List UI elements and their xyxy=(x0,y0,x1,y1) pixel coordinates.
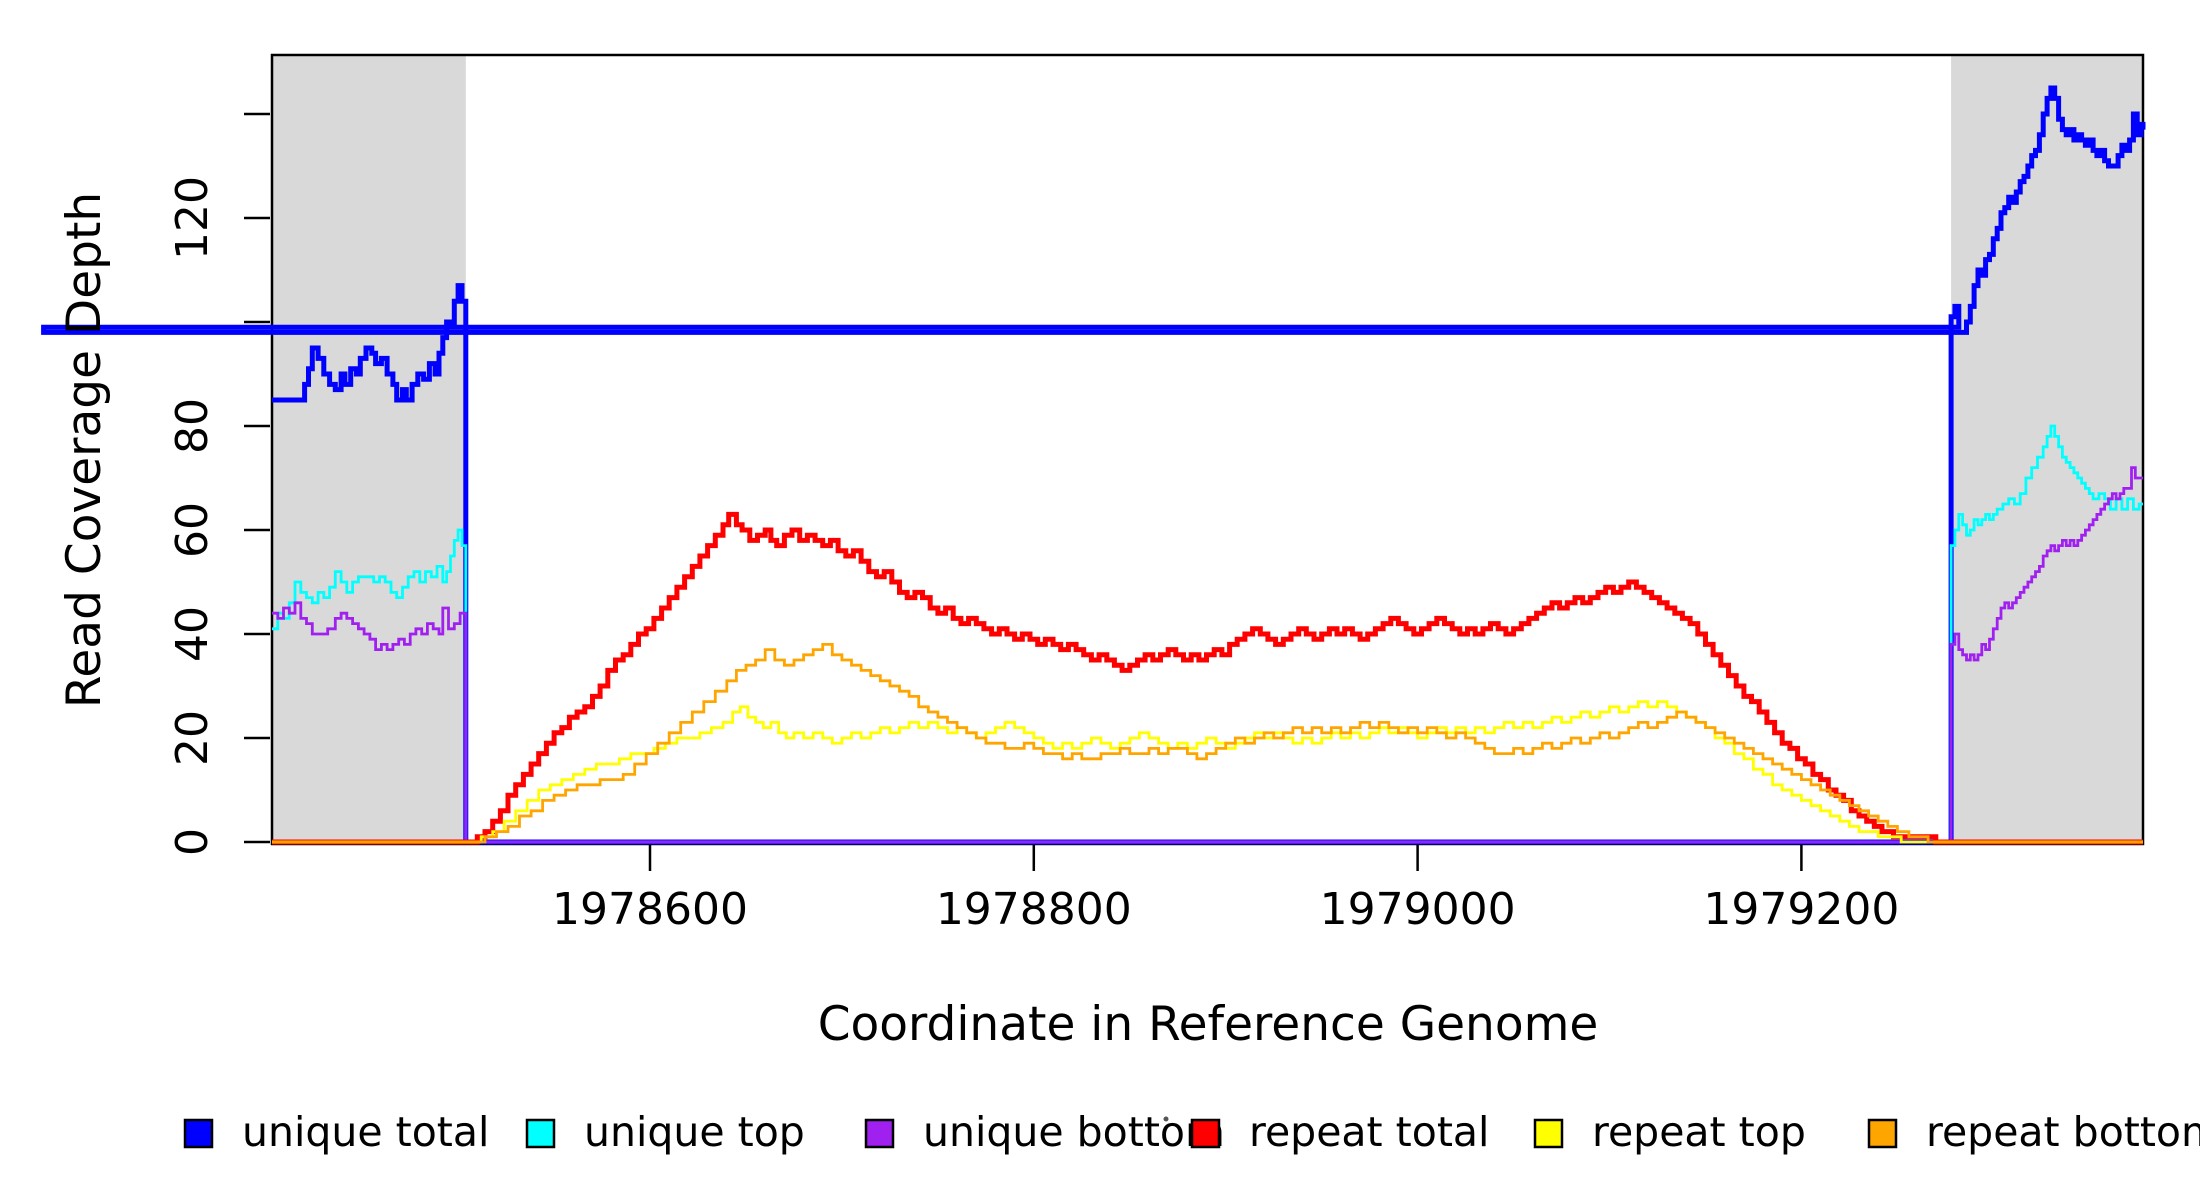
plot-border xyxy=(270,53,2145,846)
y-tick-label-40: 40 xyxy=(167,606,218,662)
y-tick-label-60: 60 xyxy=(167,502,218,558)
legend: unique total unique top unique bottom repea… xyxy=(183,1108,2200,1156)
legend-swatch-repeat-total xyxy=(1190,1118,1221,1149)
axes-ticks: 1978600 1978800 1979000 1979200 0 20 40 60 80 120 xyxy=(167,112,1899,935)
stray-mark xyxy=(1163,1116,1169,1122)
series-repeat-top xyxy=(272,700,2143,844)
y-axis-title: Read Coverage Depth xyxy=(57,192,112,708)
y-tick-label-120: 120 xyxy=(167,176,218,260)
series-repeat-bottom xyxy=(272,643,2143,844)
legend-label-unique-bottom: unique bottom xyxy=(923,1108,1225,1156)
y-tick-label-80: 80 xyxy=(167,398,218,454)
legend-swatch-repeat-top xyxy=(1533,1118,1564,1149)
legend-item-repeat-total: repeat total xyxy=(1190,1108,1489,1156)
legend-item-repeat-bottom: repeat bottom xyxy=(1867,1108,2200,1156)
legend-swatch-unique-bottom xyxy=(864,1118,895,1149)
x-tick-label-1979200: 1979200 xyxy=(1703,884,1899,935)
legend-item-unique-total: unique total xyxy=(183,1108,489,1156)
series-repeat-total xyxy=(272,511,2143,845)
x-tick-label-1979000: 1979000 xyxy=(1320,884,1516,935)
legend-label-repeat-top: repeat top xyxy=(1592,1108,1806,1156)
x-tick-label-1978600: 1978600 xyxy=(552,884,748,935)
shaded-region-right xyxy=(1951,56,2143,843)
legend-swatch-unique-top xyxy=(525,1118,556,1149)
x-axis-title: Coordinate in Reference Genome xyxy=(818,997,1599,1052)
shaded-regions xyxy=(272,56,2143,843)
series-unique-total xyxy=(41,85,2146,845)
shaded-region-left xyxy=(272,56,466,843)
legend-item-unique-bottom: unique bottom xyxy=(864,1108,1225,1156)
series-lines xyxy=(41,85,2146,845)
legend-item-repeat-top: repeat top xyxy=(1533,1108,1806,1156)
legend-label-unique-total: unique total xyxy=(242,1108,489,1156)
legend-label-unique-top: unique top xyxy=(584,1108,805,1156)
y-tick-label-0: 0 xyxy=(167,828,218,856)
series-unique-bottom xyxy=(272,466,2143,844)
legend-label-repeat-bottom: repeat bottom xyxy=(1926,1108,2200,1156)
legend-swatch-unique-total xyxy=(183,1118,214,1149)
legend-swatch-repeat-bottom xyxy=(1867,1118,1898,1149)
legend-item-unique-top: unique top xyxy=(525,1108,805,1156)
x-tick-label-1978800: 1978800 xyxy=(936,884,1132,935)
y-tick-label-20: 20 xyxy=(167,710,218,766)
series-unique-top xyxy=(272,424,2143,844)
legend-label-repeat-total: repeat total xyxy=(1249,1108,1489,1156)
